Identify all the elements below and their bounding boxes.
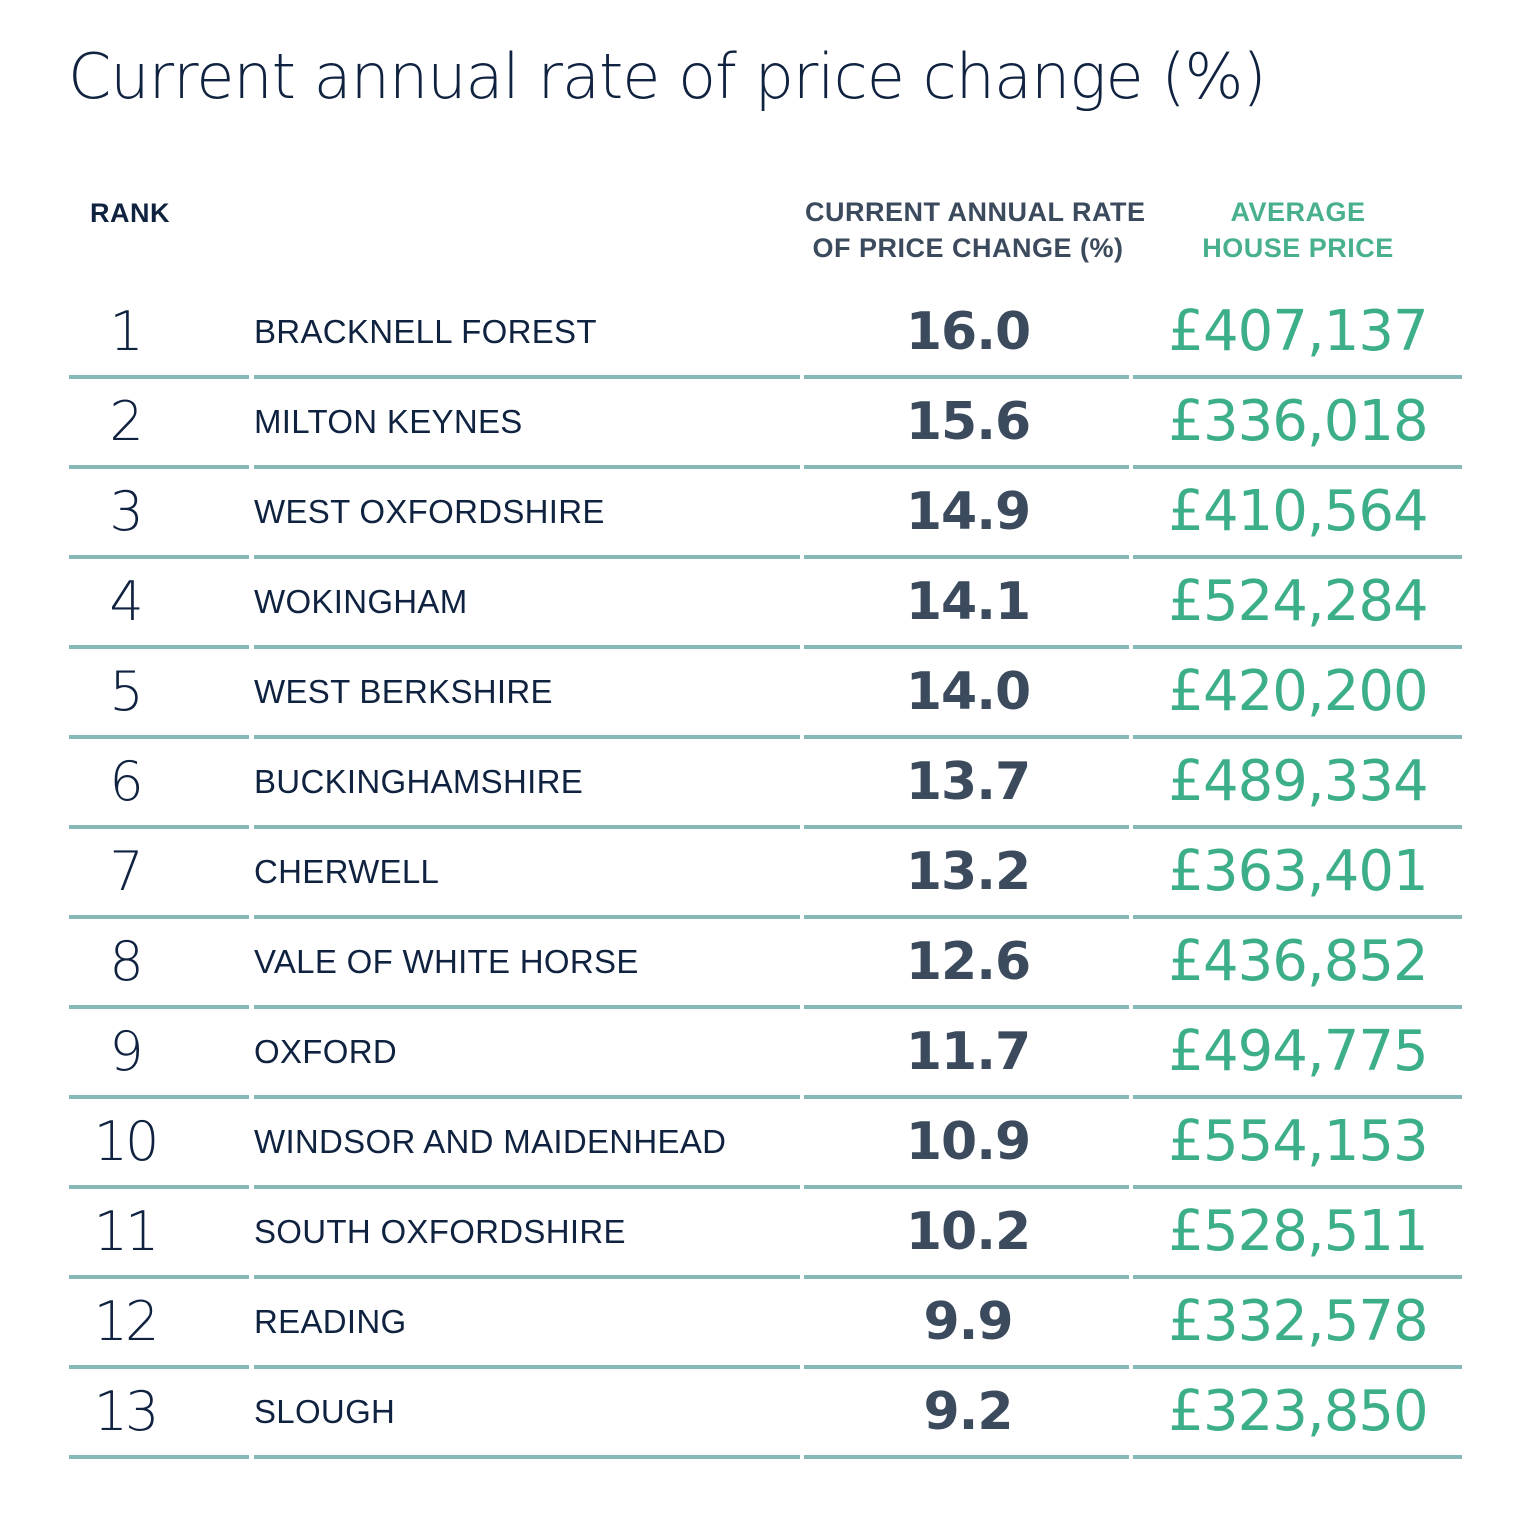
rank-cell: 7 — [109, 840, 143, 903]
price-value-cell: £528,511 — [1168, 1199, 1428, 1264]
area-name-cell: OXFORD — [254, 1033, 397, 1070]
table-row: 11 SOUTH OXFORDSHIRE 10.2 £528,511 — [0, 1191, 1520, 1281]
price-value-cell: £336,018 — [1168, 389, 1428, 454]
area-name-cell: BUCKINGHAMSHIRE — [254, 763, 584, 800]
price-value-cell: £332,578 — [1168, 1289, 1428, 1354]
price-value-cell: £494,775 — [1168, 1019, 1428, 1084]
rate-value-cell: 13.2 — [905, 842, 1031, 902]
price-value-cell: £554,153 — [1168, 1109, 1428, 1174]
rank-cell: 6 — [109, 750, 143, 813]
row-divider — [69, 735, 1462, 739]
price-value-cell: £363,401 — [1168, 839, 1428, 904]
price-value-cell: £489,334 — [1168, 749, 1428, 814]
rank-cell: 4 — [109, 570, 143, 633]
rate-value-cell: 13.7 — [905, 752, 1031, 812]
table-row: 3 WEST OXFORDSHIRE 14.9 £410,564 — [0, 471, 1520, 561]
price-column-header: AVERAGE HOUSE PRICE — [1180, 194, 1416, 266]
table-row: 4 WOKINGHAM 14.1 £524,284 — [0, 561, 1520, 651]
rank-cell: 2 — [109, 390, 143, 453]
rate-column-header: CURRENT ANNUAL RATE OF PRICE CHANGE (%) — [805, 194, 1146, 266]
area-name-cell: WOKINGHAM — [254, 583, 468, 620]
rank-cell: 3 — [109, 480, 143, 543]
area-name-cell: SOUTH OXFORDSHIRE — [254, 1213, 626, 1250]
row-divider — [69, 375, 1462, 379]
area-name-cell: WEST BERKSHIRE — [254, 673, 553, 710]
row-divider — [69, 1005, 1462, 1009]
rank-cell: 10 — [93, 1110, 160, 1173]
price-value-cell: £524,284 — [1168, 569, 1428, 634]
rate-value-cell: 14.0 — [905, 662, 1031, 722]
price-header-line-1: AVERAGE — [1230, 197, 1366, 227]
rank-cell: 9 — [109, 1020, 143, 1083]
rate-value-cell: 10.9 — [905, 1112, 1031, 1172]
table-row: 8 VALE OF WHITE HORSE 12.6 £436,852 — [0, 921, 1520, 1011]
rate-header-line-1: CURRENT ANNUAL RATE — [805, 197, 1146, 227]
row-divider — [69, 465, 1462, 469]
area-name-cell: VALE OF WHITE HORSE — [254, 943, 639, 980]
price-value-cell: £323,850 — [1168, 1379, 1428, 1444]
table-row: 12 READING 9.9 £332,578 — [0, 1281, 1520, 1371]
row-divider — [69, 1095, 1462, 1099]
row-divider — [69, 1455, 1462, 1459]
area-name-cell: BRACKNELL FOREST — [254, 313, 597, 350]
table-row: 9 OXFORD 11.7 £494,775 — [0, 1011, 1520, 1101]
price-header-line-2: HOUSE PRICE — [1202, 233, 1394, 263]
table-row: 5 WEST BERKSHIRE 14.0 £420,200 — [0, 651, 1520, 741]
row-divider — [69, 915, 1462, 919]
rate-value-cell: 11.7 — [905, 1022, 1031, 1082]
price-value-cell: £420,200 — [1168, 659, 1428, 724]
rate-value-cell: 9.9 — [923, 1292, 1013, 1352]
rate-value-cell: 14.9 — [905, 482, 1031, 542]
row-divider — [69, 1275, 1462, 1279]
table-row: 7 CHERWELL 13.2 £363,401 — [0, 831, 1520, 921]
rank-cell: 12 — [93, 1290, 160, 1353]
chart-title: Current annual rate of price change (%) — [68, 40, 1267, 113]
area-name-cell: CHERWELL — [254, 853, 440, 890]
table-row: 1 BRACKNELL FOREST 16.0 £407,137 — [0, 291, 1520, 381]
table-row: 13 SLOUGH 9.2 £323,850 — [0, 1371, 1520, 1461]
rate-value-cell: 14.1 — [905, 572, 1031, 632]
rank-cell: 13 — [93, 1380, 160, 1443]
rate-value-cell: 12.6 — [905, 932, 1031, 992]
row-divider — [69, 1365, 1462, 1369]
rank-cell: 8 — [109, 930, 143, 993]
area-name-cell: MILTON KEYNES — [254, 403, 523, 440]
rank-cell: 5 — [109, 660, 143, 723]
price-value-cell: £407,137 — [1168, 299, 1428, 364]
area-name-cell: SLOUGH — [254, 1393, 396, 1430]
area-name-cell: WINDSOR AND MAIDENHEAD — [254, 1123, 727, 1160]
price-value-cell: £436,852 — [1168, 929, 1428, 994]
rank-cell: 1 — [109, 300, 143, 363]
rate-value-cell: 15.6 — [905, 392, 1031, 452]
rank-cell: 11 — [93, 1200, 160, 1263]
area-name-cell: WEST OXFORDSHIRE — [254, 493, 605, 530]
table-row: 6 BUCKINGHAMSHIRE 13.7 £489,334 — [0, 741, 1520, 831]
row-divider — [69, 555, 1462, 559]
rate-value-cell: 9.2 — [923, 1382, 1013, 1442]
row-divider — [69, 645, 1462, 649]
rate-header-line-2: OF PRICE CHANGE (%) — [812, 233, 1124, 263]
table-row: 2 MILTON KEYNES 15.6 £336,018 — [0, 381, 1520, 471]
table-row: 10 WINDSOR AND MAIDENHEAD 10.9 £554,153 — [0, 1101, 1520, 1191]
rate-value-cell: 16.0 — [905, 302, 1031, 362]
rate-value-cell: 10.2 — [905, 1202, 1031, 1262]
row-divider — [69, 1185, 1462, 1189]
area-name-cell: READING — [254, 1303, 407, 1340]
row-divider — [69, 825, 1462, 829]
price-value-cell: £410,564 — [1168, 479, 1428, 544]
rank-column-header: RANK — [90, 198, 170, 228]
